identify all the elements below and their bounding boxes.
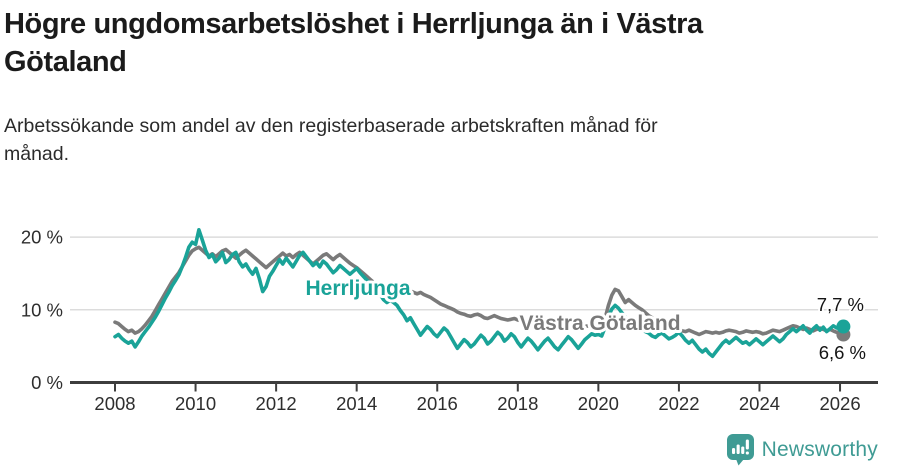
y-tick-label: 0 % bbox=[31, 372, 63, 393]
x-tick-label: 2016 bbox=[417, 393, 458, 414]
brand-wordmark: Newsworthy bbox=[761, 437, 878, 461]
end-value-label: 7,7 % bbox=[817, 294, 864, 315]
subtitle-line-1: Arbetssökande som andel av den registerb… bbox=[4, 115, 658, 137]
y-tick-label: 10 % bbox=[21, 299, 63, 320]
title-line-1: Högre ungdomsarbetslöshet i Herrljunga ä… bbox=[4, 8, 703, 40]
series-label: Herrljunga bbox=[305, 277, 410, 300]
newsworthy-speech-bubble-bar-chart-icon bbox=[726, 434, 754, 466]
page-title: Högre ungdomsarbetslöshet i Herrljunga ä… bbox=[4, 6, 894, 81]
x-tick-label: 2024 bbox=[739, 393, 780, 414]
x-tick-label: 2008 bbox=[94, 393, 135, 414]
x-tick-label: 2026 bbox=[819, 393, 860, 414]
chart-header: Högre ungdomsarbetslöshet i Herrljunga ä… bbox=[4, 6, 894, 81]
x-tick-label: 2020 bbox=[578, 393, 619, 414]
newsworthy-brand-link[interactable]: Newsworthy bbox=[726, 433, 878, 466]
end-value-label: 6,6 % bbox=[819, 342, 866, 363]
chart-subtitle: Arbetssökande som andel av den registerb… bbox=[4, 112, 884, 169]
x-tick-label: 2012 bbox=[256, 393, 297, 414]
x-tick-label: 2022 bbox=[658, 393, 699, 414]
x-tick-label: 2014 bbox=[336, 393, 377, 414]
subtitle-line-2: månad. bbox=[4, 143, 70, 166]
series-line-herrljunga bbox=[113, 228, 846, 359]
series-label: Västra Götaland bbox=[519, 312, 680, 335]
end-dot bbox=[836, 319, 851, 334]
x-tick-label: 2018 bbox=[497, 393, 538, 414]
y-tick-label: 20 % bbox=[21, 227, 63, 248]
x-tick-label: 2010 bbox=[175, 393, 216, 414]
title-line-2: Götaland bbox=[4, 45, 127, 78]
